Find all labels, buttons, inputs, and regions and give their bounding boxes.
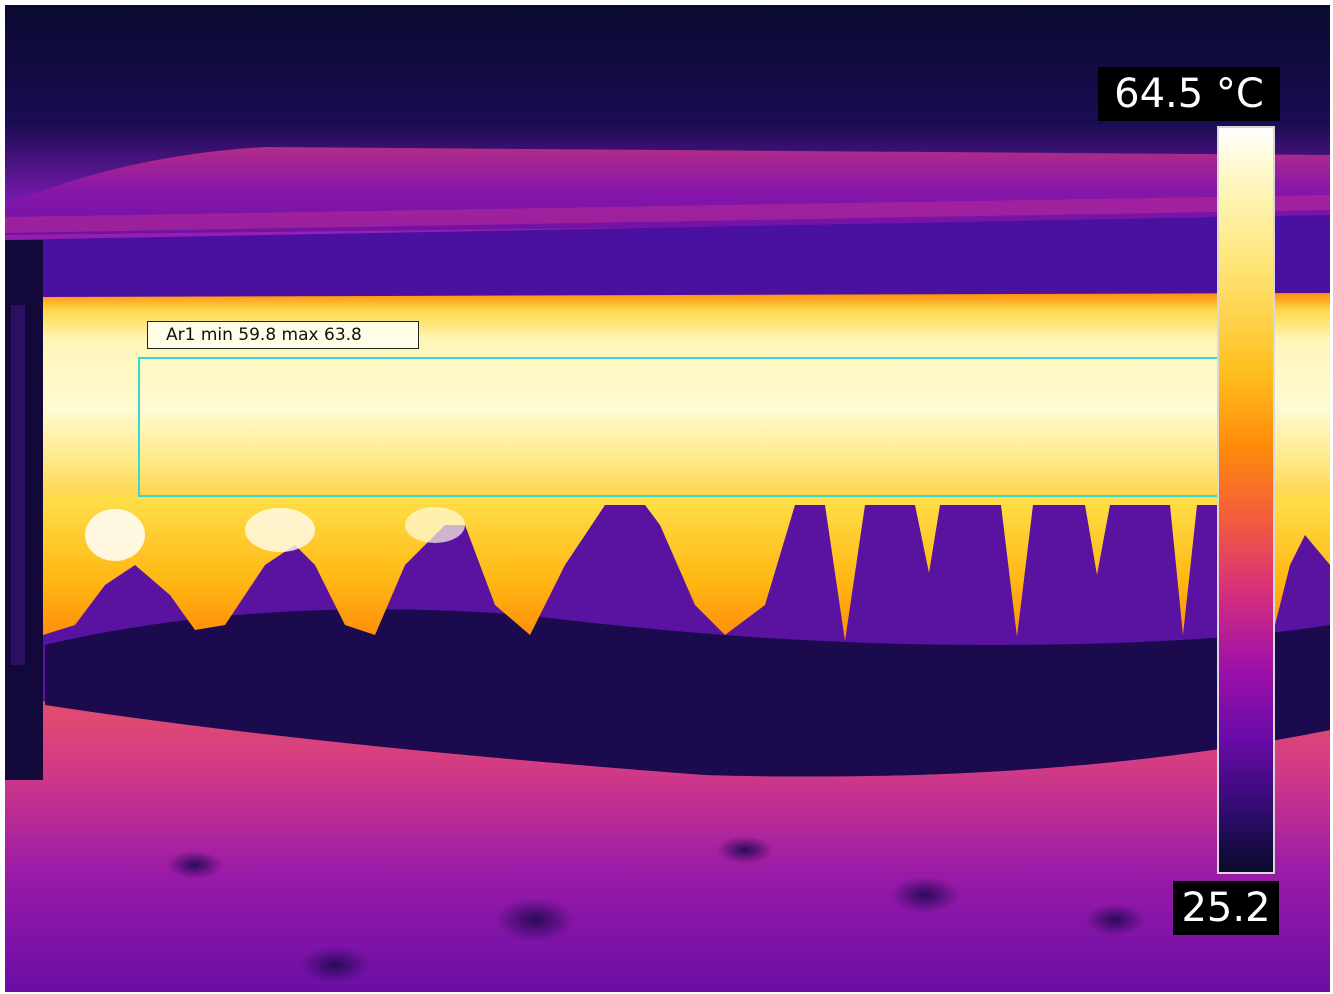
measurement-area-box[interactable] xyxy=(138,357,1221,497)
temperature-scale-bar xyxy=(1217,126,1275,874)
thermal-image: Ar1 min 59.8 max 63.8 64.5 °C 25.2 xyxy=(5,5,1330,992)
scale-max-label: 64.5 °C xyxy=(1098,67,1280,121)
measurement-area-label: Ar1 min 59.8 max 63.8 xyxy=(147,321,419,349)
scale-min-label: 25.2 xyxy=(1173,881,1279,935)
thermal-scene xyxy=(5,5,1330,992)
